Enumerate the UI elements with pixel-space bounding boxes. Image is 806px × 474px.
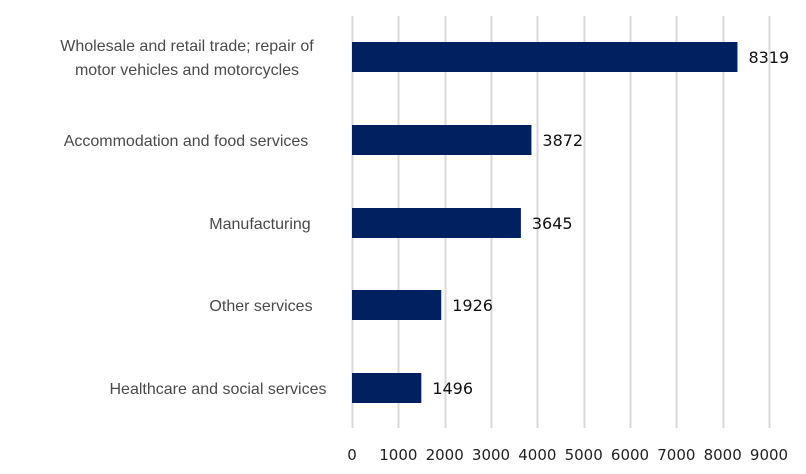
category-label-line: Manufacturing	[209, 216, 310, 233]
x-tick-label: 8000	[704, 446, 742, 464]
x-tick-label: 7000	[657, 446, 695, 464]
category-label-line: Wholesale and retail trade; repair of	[60, 38, 314, 55]
x-tick-label: 0	[347, 446, 357, 464]
x-axis-tick-labels: 0 1000 2000 3000 4000 5000 6000 7000 8000 9000	[347, 446, 788, 464]
x-tick-label: 4000	[518, 446, 556, 464]
category-label-line: Other services	[209, 298, 312, 315]
bar	[352, 125, 532, 155]
bar-value-label: 3872	[542, 131, 583, 150]
bar	[352, 42, 738, 72]
x-tick-label: 3000	[472, 446, 510, 464]
bar	[352, 373, 422, 403]
bar-value-label: 1496	[432, 379, 473, 398]
category-label: Manufacturing	[209, 216, 310, 233]
bar	[352, 290, 442, 320]
x-tick-label: 5000	[565, 446, 603, 464]
category-label: Healthcare and social services	[110, 381, 327, 398]
category-labels: Wholesale and retail trade; repair of mot…	[60, 38, 326, 398]
bar	[352, 208, 521, 238]
bars	[352, 42, 738, 403]
value-labels: 8319 3872 3645 1926 1496	[432, 48, 789, 398]
category-label-line: Healthcare and social services	[110, 381, 327, 398]
x-tick-label: 9000	[750, 446, 788, 464]
x-tick-label: 2000	[426, 446, 464, 464]
bar-value-label: 1926	[452, 296, 493, 315]
category-label-line: motor vehicles and motorcycles	[75, 62, 299, 79]
x-tick-label: 1000	[379, 446, 417, 464]
bar-value-label: 8319	[748, 48, 789, 67]
category-label: Accommodation and food services	[64, 133, 309, 150]
bar-value-label: 3645	[532, 214, 573, 233]
category-label-line: Accommodation and food services	[64, 133, 309, 150]
gridlines	[351, 16, 771, 428]
category-label: Other services	[209, 298, 312, 315]
category-label: Wholesale and retail trade; repair of mot…	[60, 38, 314, 79]
x-tick-label: 6000	[611, 446, 649, 464]
